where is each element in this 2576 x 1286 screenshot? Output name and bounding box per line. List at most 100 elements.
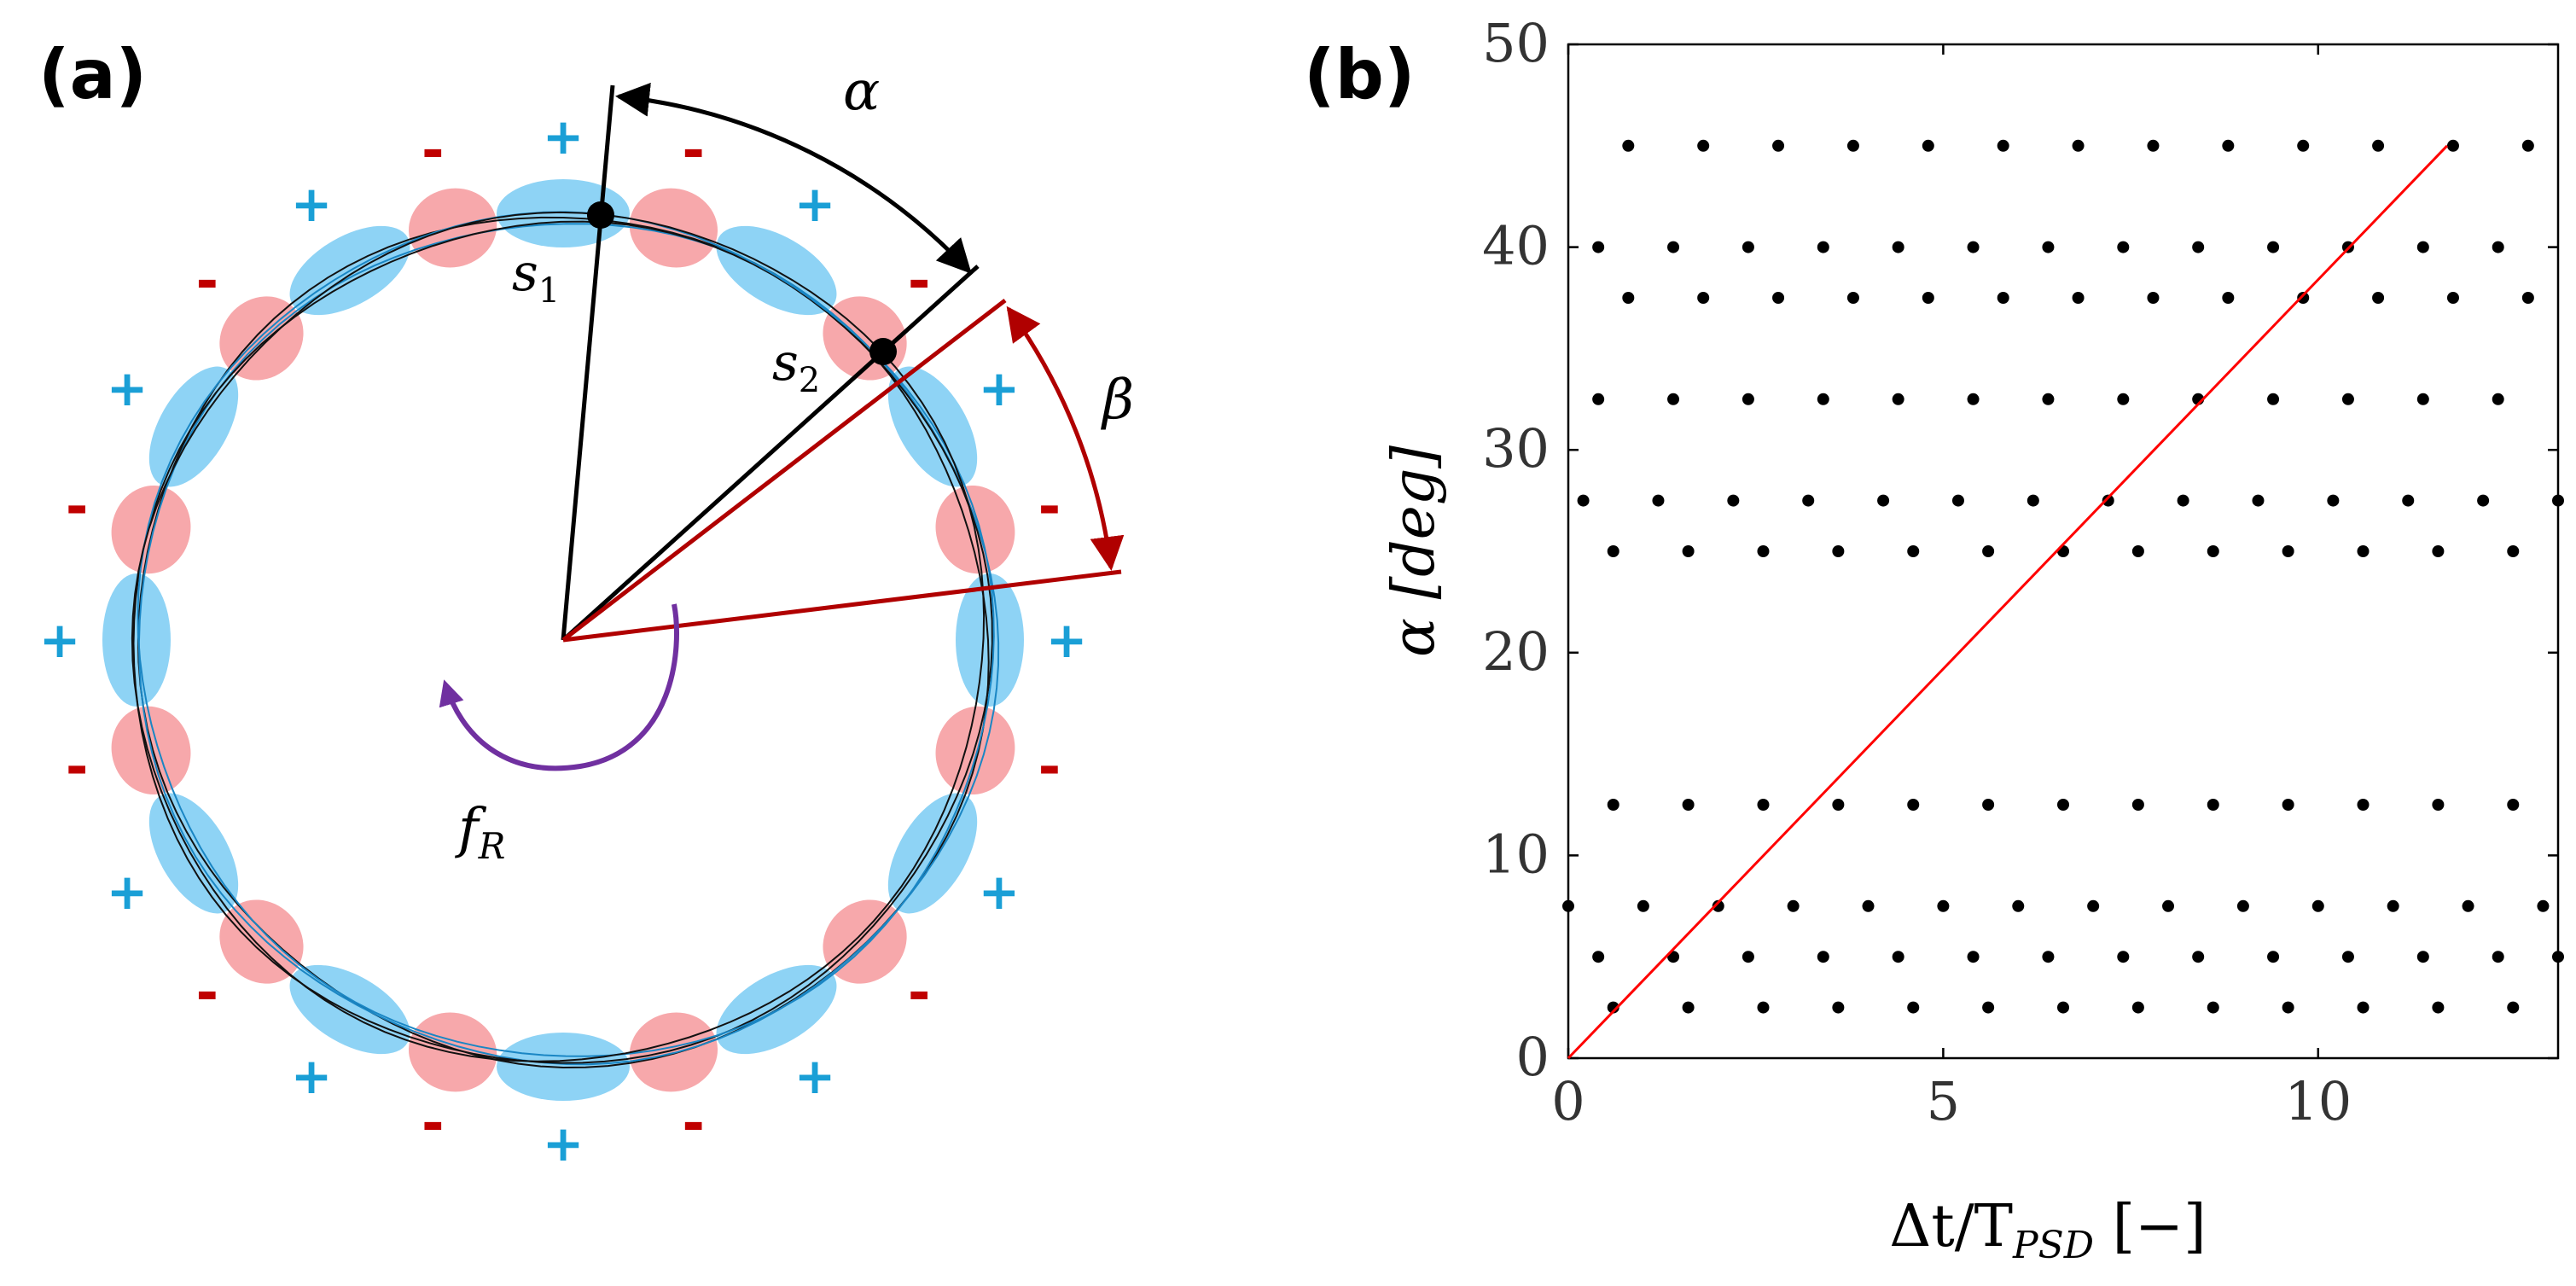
scatter-point	[1607, 1001, 1619, 1014]
plus-lobe	[956, 573, 1024, 707]
panel-a-label: (a)	[38, 35, 147, 114]
scatter-point	[1967, 393, 1980, 405]
minus-sign: -	[682, 1092, 705, 1155]
scatter-point	[2012, 899, 2025, 912]
scatter-point	[1846, 292, 1859, 304]
scatter-point	[2087, 899, 2100, 912]
scatter-point	[1757, 1001, 1770, 1014]
ring-curve	[137, 211, 995, 1057]
scatter-point	[1622, 292, 1635, 304]
scatter-point	[2416, 951, 2429, 963]
y-tick-label: 30	[1482, 417, 1550, 480]
scatter-point	[1967, 241, 1980, 253]
scatter-point	[1742, 241, 1754, 253]
x-axis-label: Δt/TPSD [−]	[1889, 1193, 2206, 1267]
scatter-point	[1817, 241, 1829, 253]
scatter-point	[2446, 292, 2459, 304]
scatter-point	[1892, 393, 1904, 405]
minus-sign: -	[196, 962, 219, 1025]
scatter-point	[2072, 139, 2085, 152]
scatter-point	[2357, 1001, 2370, 1014]
scatter-point	[2357, 799, 2370, 811]
scatter-point	[2282, 1001, 2294, 1014]
plus-sign: +	[979, 863, 1021, 921]
scatter-point	[1997, 139, 2009, 152]
scatter-point	[2042, 241, 2055, 253]
scatter-point	[2492, 951, 2504, 963]
minus-sign: -	[66, 736, 89, 800]
scatter-point	[1682, 1001, 1695, 1014]
scatter-point	[1982, 545, 1995, 557]
scatter-point	[2282, 545, 2294, 557]
minus-sign: -	[422, 1092, 445, 1155]
scatter-point	[1727, 494, 1740, 507]
scatter-point	[1877, 494, 1890, 507]
scatter-point	[1757, 799, 1770, 811]
plus-sign: +	[107, 359, 148, 417]
scatter-point	[2072, 292, 2085, 304]
scatter-point	[2492, 393, 2504, 405]
minus-sign: -	[1038, 736, 1061, 800]
minus-sign: -	[1038, 475, 1061, 538]
alpha-label: α	[843, 60, 880, 123]
scatter-point	[2207, 1001, 2219, 1014]
scatter-point	[1667, 241, 1680, 253]
beta-arc-arrow	[1006, 305, 1125, 571]
minus-lobe	[219, 899, 304, 984]
scatter-point	[1997, 292, 2009, 304]
scatter-point	[2131, 1001, 2144, 1014]
plus-lobe	[887, 793, 978, 914]
scatter-point	[2416, 393, 2429, 405]
plus-sign: +	[291, 1047, 333, 1105]
scatter-point	[1787, 899, 1800, 912]
scatter-point	[2131, 545, 2144, 557]
scatter-point	[1697, 139, 1710, 152]
rotation-arrow	[439, 603, 679, 771]
scatter-point	[2222, 292, 2235, 304]
scatter-point	[2432, 545, 2445, 557]
scatter-point	[2267, 393, 2280, 405]
sensor-s1-dot	[587, 201, 614, 229]
scatter-point	[1802, 494, 1815, 507]
scatter-point	[2147, 139, 2160, 152]
scatter-point	[2192, 241, 2205, 253]
s1-label: s1	[512, 243, 560, 311]
scatter-point	[2432, 1001, 2445, 1014]
red-line-layer	[1567, 144, 2449, 1060]
scatter-point	[2102, 494, 2114, 507]
scatter-point	[2507, 1001, 2520, 1014]
scatter-point	[2026, 494, 2039, 507]
scatter-point	[2507, 545, 2520, 557]
scatter-points	[1562, 139, 2564, 1014]
scatter-point	[2131, 799, 2144, 811]
plus-sign: +	[39, 611, 81, 669]
scatter-point	[1682, 799, 1695, 811]
scatter-point	[1757, 545, 1770, 557]
scatter-point	[2357, 545, 2370, 557]
scatter-point	[1832, 545, 1845, 557]
scatter-point	[1892, 951, 1904, 963]
minus-sign: -	[422, 119, 445, 183]
y-tick-label: 50	[1482, 12, 1550, 74]
alpha-arc-arrow	[615, 82, 972, 274]
scatter-point	[2327, 494, 2340, 507]
scatter-point	[1982, 1001, 1995, 1014]
scatter-point	[1682, 545, 1695, 557]
y-tick-label: 40	[1482, 215, 1550, 277]
scatter-point	[1592, 393, 1605, 405]
minus-sign: -	[66, 475, 89, 538]
scatter-point	[2297, 139, 2310, 152]
scatter-point	[2372, 139, 2385, 152]
beta-label: β	[1101, 369, 1134, 432]
scatter-point	[2252, 494, 2265, 507]
y-tick-label: 10	[1482, 823, 1550, 885]
scatter-point	[1592, 241, 1605, 253]
scatter-point	[1937, 899, 1950, 912]
panel-b-label: (b)	[1304, 35, 1415, 114]
scatter-point	[1637, 899, 1649, 912]
scatter-point	[1846, 139, 1859, 152]
scatter-point	[2462, 899, 2474, 912]
scatter-point	[1622, 139, 1635, 152]
scatter-point	[2207, 799, 2219, 811]
